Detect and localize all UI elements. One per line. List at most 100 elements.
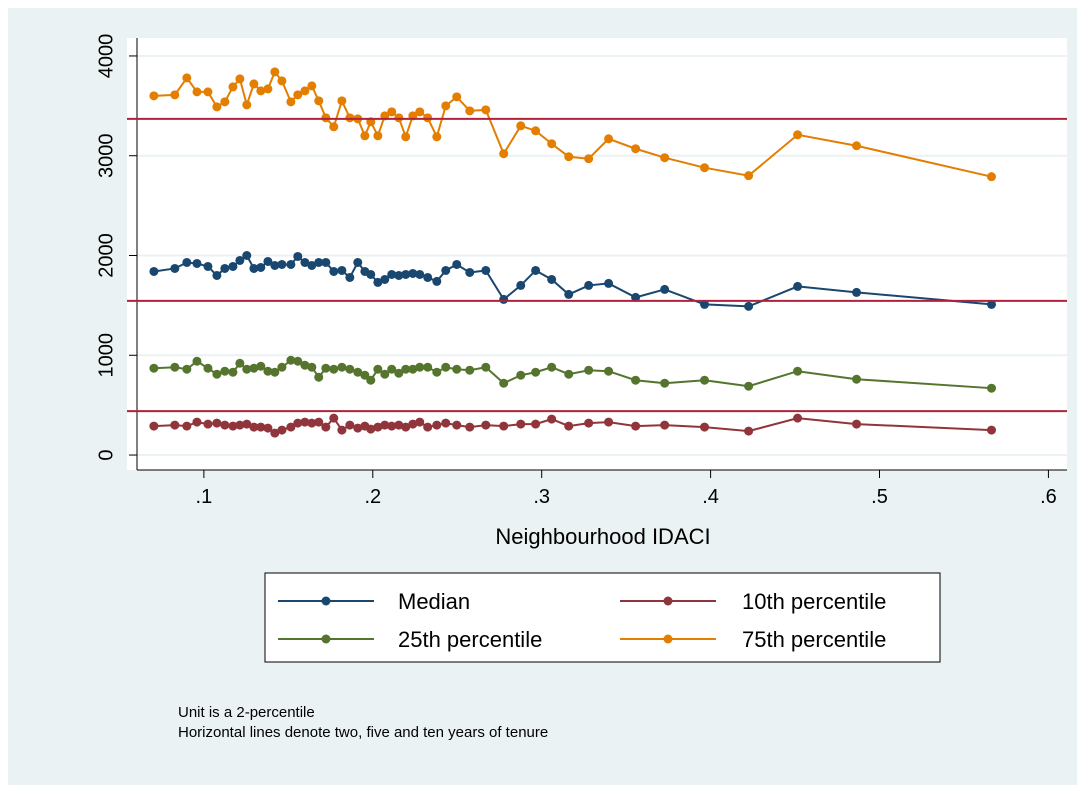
point [408,419,418,429]
point [182,421,192,431]
point [293,90,303,100]
point [256,86,266,96]
legend-marker [321,596,331,606]
point [366,375,376,385]
point [329,413,339,423]
legend-marker [321,634,331,644]
point [631,144,641,154]
point [387,269,397,279]
point [228,367,238,377]
point [432,420,442,430]
point [300,86,310,96]
plot-area [127,38,1067,470]
point [314,96,324,106]
point [293,251,303,261]
x-tick-label: .6 [1040,486,1057,508]
point [547,274,557,284]
point [986,425,996,435]
point [353,367,363,377]
point [631,375,641,385]
point [481,420,491,430]
point [604,417,614,427]
point [337,362,347,372]
point [700,299,710,309]
point [481,362,491,372]
point [584,280,594,290]
point [441,101,451,111]
point [212,102,222,112]
point [986,172,996,182]
point [547,139,557,149]
point [329,364,339,374]
point [481,265,491,275]
point [584,154,594,164]
point [307,362,317,372]
point [293,356,303,366]
point [242,419,252,429]
point [547,362,557,372]
point [149,266,159,276]
point [360,370,370,380]
point [203,87,213,97]
point [337,96,347,106]
point [170,263,180,273]
point [182,364,192,374]
legend-box [264,572,941,663]
point [360,131,370,141]
point [465,422,475,432]
point [394,420,404,430]
point [203,419,213,429]
point [387,107,397,117]
point [220,97,230,107]
point [465,267,475,277]
point [170,362,180,372]
point [203,261,213,271]
point [314,372,324,382]
point [277,76,287,86]
point [604,278,614,288]
point [228,82,238,92]
point [192,87,202,97]
point [660,284,670,294]
point [499,378,509,388]
point [270,428,280,438]
point [516,370,526,380]
point [793,413,803,423]
point [481,105,491,115]
point [452,364,462,374]
legend-label: 10th percentile [742,589,886,614]
point [499,421,509,431]
point [852,287,862,297]
point [286,422,296,432]
point [235,420,245,430]
point [604,366,614,376]
point [220,420,230,430]
point [380,369,390,379]
point [401,364,411,374]
point [700,375,710,385]
point [373,131,383,141]
point [744,171,754,181]
point [149,91,159,101]
point [531,265,541,275]
point [277,425,287,435]
point [852,419,862,429]
point [423,272,433,282]
point [263,256,273,266]
point [337,265,347,275]
point [256,361,266,371]
point [660,378,670,388]
point [415,269,425,279]
point [300,360,310,370]
point [235,74,245,84]
y-tick-label: 4000 [95,34,117,79]
point [242,100,252,110]
point [432,276,442,286]
point [441,265,451,275]
point [793,130,803,140]
point [441,418,451,428]
point [329,266,339,276]
point [499,294,509,304]
point [415,417,425,427]
point [380,274,390,284]
